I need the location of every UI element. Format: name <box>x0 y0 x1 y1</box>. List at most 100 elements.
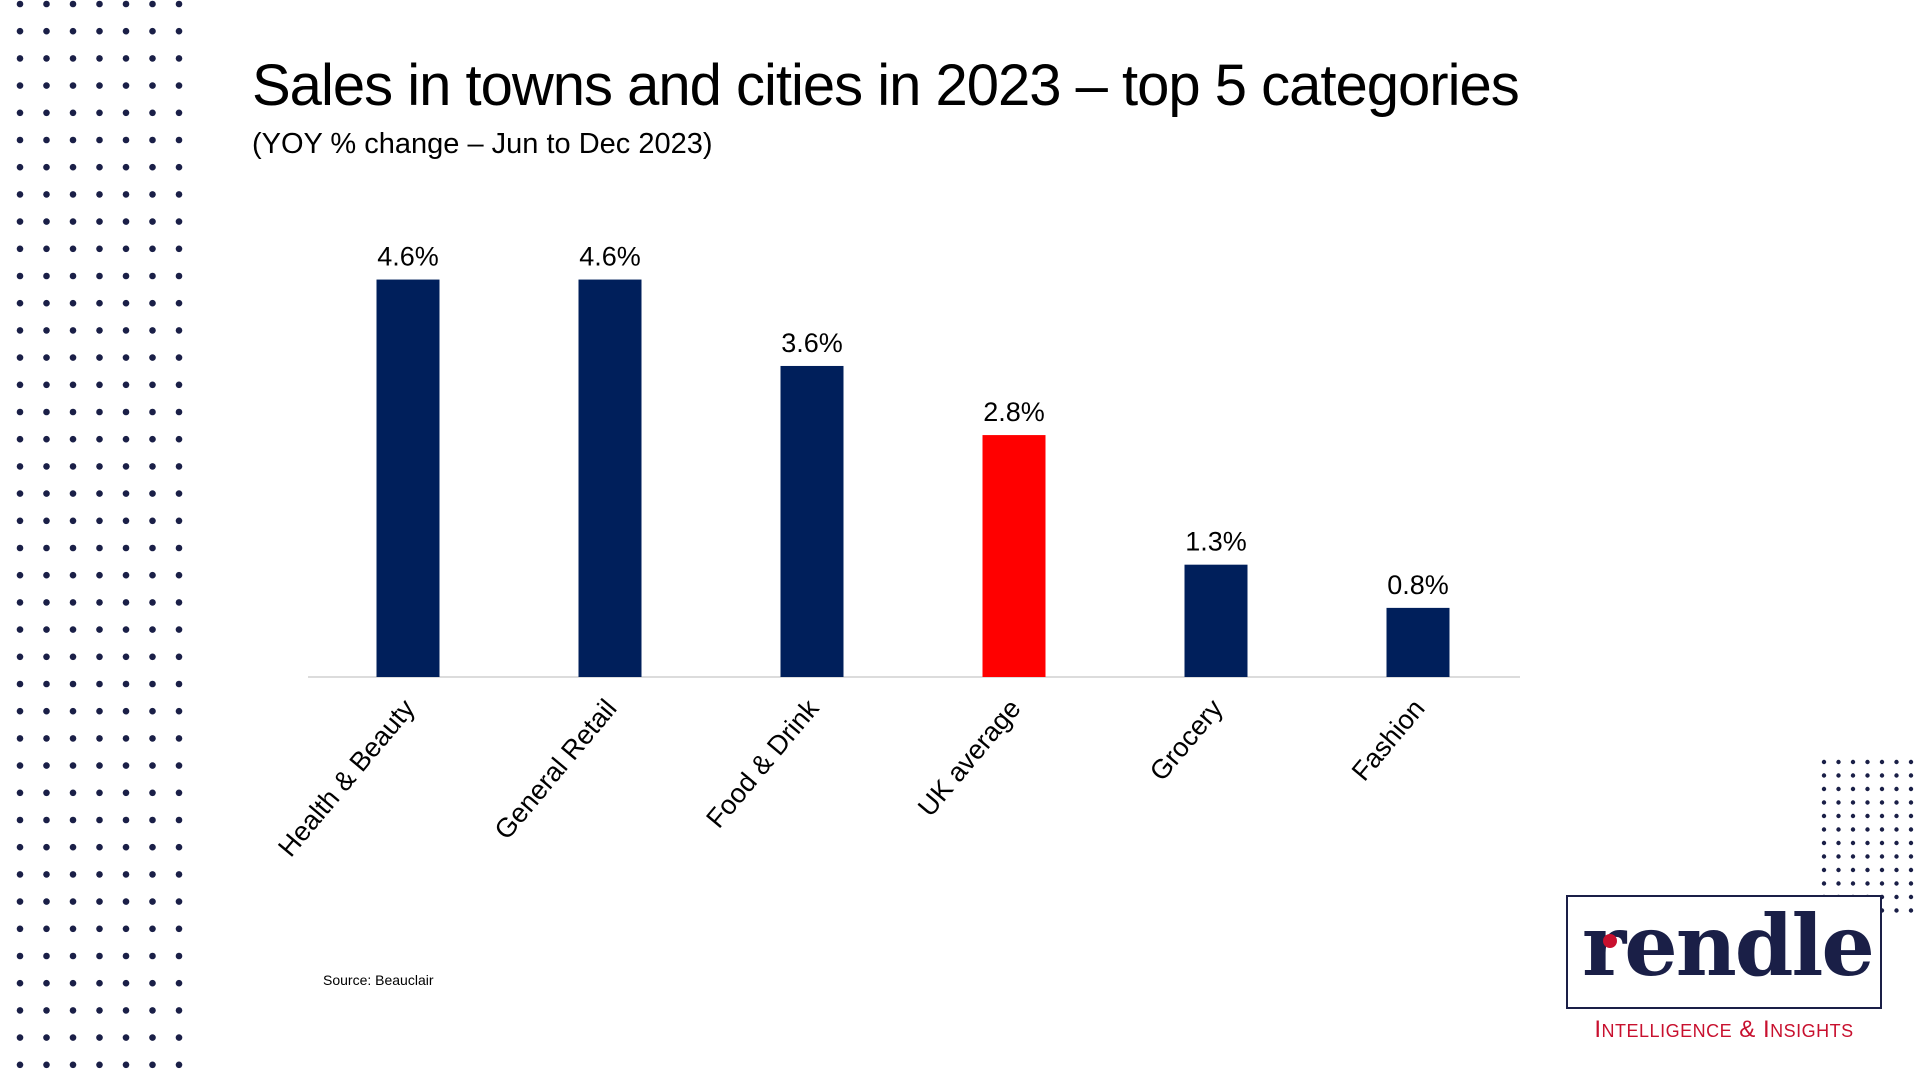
decorative-dot <box>1894 813 1899 819</box>
decorative-dot <box>1836 854 1841 859</box>
decorative-dot <box>1894 894 1899 900</box>
decorative-dot <box>122 191 130 198</box>
decorative-dot <box>122 680 130 688</box>
decorative-dot <box>175 354 183 361</box>
decorative-dot <box>122 55 130 62</box>
decorative-dot <box>69 1007 77 1014</box>
decorative-dot <box>43 762 50 769</box>
decorative-dot <box>96 680 103 688</box>
decorative-dot <box>1879 813 1885 819</box>
decorative-dot <box>16 0 24 8</box>
decorative-dot <box>43 245 50 253</box>
decorative-dot <box>16 27 24 35</box>
decorative-dot <box>1865 840 1870 846</box>
decorative-dot <box>149 517 156 525</box>
decorative-dot <box>175 27 183 35</box>
decorative-dot <box>16 408 24 416</box>
decorative-dot <box>149 626 156 633</box>
decorative-dot <box>175 898 183 905</box>
decorative-dot <box>175 463 183 470</box>
decorative-dot <box>149 571 156 579</box>
decorative-dot <box>43 136 50 144</box>
category-label-fashion: Fashion <box>1346 694 1431 787</box>
decorative-dot <box>96 55 103 62</box>
decorative-dot <box>175 871 183 878</box>
decorative-dot <box>16 517 24 525</box>
rendle-wordmark-text: rendle <box>1582 897 1873 995</box>
decorative-dot <box>175 1061 183 1069</box>
decorative-dot <box>16 680 24 688</box>
decorative-dot <box>1879 786 1885 792</box>
decorative-dot <box>1850 867 1856 873</box>
decorative-dot <box>96 245 103 253</box>
decorative-dot <box>69 191 77 198</box>
decorative-dot <box>16 163 24 171</box>
bar-food-drink <box>780 365 844 677</box>
decorative-dot <box>1894 881 1899 886</box>
decorative-dot <box>122 381 130 389</box>
decorative-dot <box>69 707 77 715</box>
decorative-dot <box>1879 800 1885 805</box>
decorative-dot <box>43 925 50 933</box>
decorative-dot <box>122 952 130 960</box>
decorative-dot <box>69 653 77 661</box>
decorative-dot <box>69 0 77 8</box>
decorative-dot <box>69 163 77 171</box>
decorative-dot <box>122 245 130 253</box>
decorative-dot <box>69 925 77 933</box>
decorative-dot <box>69 272 77 280</box>
decorative-dot <box>69 27 77 35</box>
decorative-dot <box>1865 854 1870 859</box>
decorative-dot <box>1821 840 1827 846</box>
decorative-dot <box>69 544 77 552</box>
decorative-dot <box>69 55 77 62</box>
decorative-dot <box>149 762 156 769</box>
bar-grocery <box>1184 564 1248 677</box>
decorative-dot <box>69 816 77 824</box>
decorative-dot <box>1894 759 1899 765</box>
decorative-dot <box>149 653 156 661</box>
decorative-dot <box>122 435 130 443</box>
decorative-dot <box>96 735 103 742</box>
decorative-dot <box>122 789 130 797</box>
decorative-dot <box>69 898 77 905</box>
decorative-dot <box>69 735 77 742</box>
decorative-dot <box>16 843 24 851</box>
decorative-dot <box>16 55 24 62</box>
decorative-dot <box>149 55 156 62</box>
decorative-dot <box>1908 867 1914 873</box>
decorative-dot <box>1836 759 1841 765</box>
decorative-dot <box>43 109 50 117</box>
decorative-dot <box>1894 867 1899 873</box>
decorative-dot <box>149 163 156 171</box>
decorative-dot <box>175 789 183 797</box>
decorative-dot <box>16 82 24 89</box>
decorative-dot <box>1865 881 1870 886</box>
decorative-dot <box>175 327 183 334</box>
decorative-dot <box>96 707 103 715</box>
decorative-dot <box>149 599 156 606</box>
decorative-dot <box>16 789 24 797</box>
decorative-dot <box>16 381 24 389</box>
decorative-dot <box>149 680 156 688</box>
decorative-dot <box>149 735 156 742</box>
decorative-dot <box>1836 773 1841 778</box>
decorative-dot <box>1850 773 1856 778</box>
decorative-dot <box>122 463 130 470</box>
decorative-dot <box>69 82 77 89</box>
decorative-dot <box>149 1061 156 1069</box>
decorative-dot <box>1836 867 1841 873</box>
decorative-dot <box>16 490 24 497</box>
decorative-dot <box>1879 759 1885 765</box>
rendle-wordmark: rendle <box>1582 897 1875 995</box>
decorative-dot <box>43 816 50 824</box>
logo-tagline: INTELLIGENCE & INSIGHTS <box>1594 1016 1854 1043</box>
decorative-dot <box>1894 908 1899 913</box>
decorative-dot <box>1894 840 1899 846</box>
decorative-dot <box>43 354 50 361</box>
decorative-dot <box>149 816 156 824</box>
decorative-dot <box>1879 881 1885 886</box>
decorative-dot <box>43 299 50 307</box>
decorative-dot <box>149 109 156 117</box>
decorative-dot <box>1850 840 1856 846</box>
